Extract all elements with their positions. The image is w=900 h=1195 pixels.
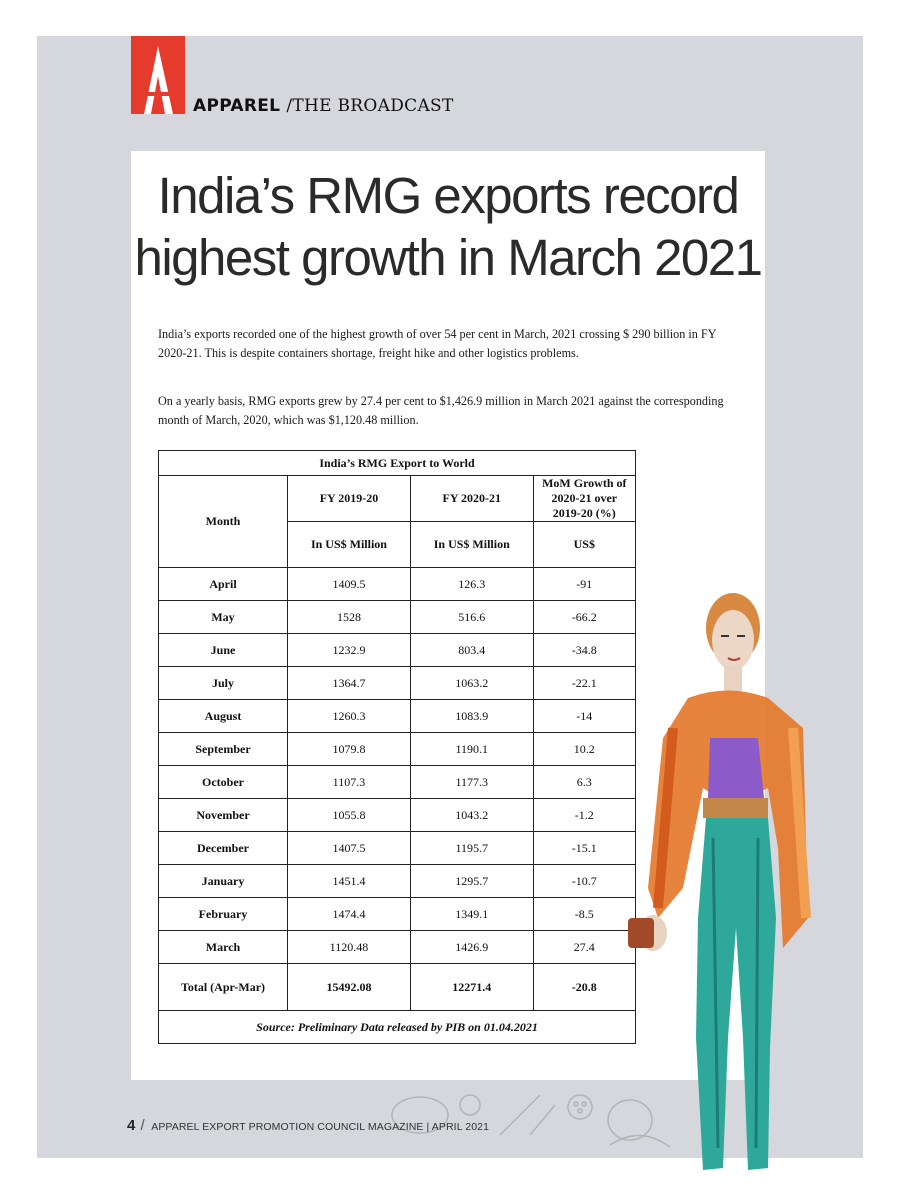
unit-fy2019: In US$ Million — [287, 521, 411, 568]
row-month: January — [157, 864, 289, 898]
row-month: April — [157, 567, 289, 601]
row-fy2020: 1177.3 — [409, 765, 534, 799]
row-fy2019: 1407.5 — [287, 831, 411, 865]
table-row: June 1232.9 803.4 -34.8 — [157, 633, 637, 667]
row-growth: -14 — [532, 699, 637, 733]
row-fy2019: 1364.7 — [287, 666, 411, 700]
row-fy2019: 1474.4 — [287, 897, 411, 931]
row-growth: -91 — [532, 567, 637, 601]
table-row: July 1364.7 1063.2 -22.1 — [157, 666, 637, 700]
row-fy2019: 1260.3 — [287, 699, 411, 733]
row-fy2019: 1409.5 — [287, 567, 411, 601]
brand-name: APPAREL — [193, 96, 281, 116]
table-source-row: Source: Preliminary Data released by PIB… — [158, 1010, 636, 1044]
row-growth: 10.2 — [532, 732, 637, 766]
total-fy2020: 12271.4 — [409, 963, 534, 1011]
row-fy2019: 1451.4 — [287, 864, 411, 898]
fashion-model-illustration — [628, 593, 811, 1170]
table-row: August 1260.3 1083.9 -14 — [157, 699, 637, 733]
row-month: June — [157, 633, 289, 667]
table-total-row: Total (Apr-Mar) 15492.08 12271.4 -20.8 — [157, 963, 637, 1011]
total-growth: -20.8 — [532, 963, 637, 1011]
row-growth: -15.1 — [532, 831, 637, 865]
row-fy2020: 516.6 — [409, 600, 534, 634]
rmg-export-table: India’s RMG Export to World Month FY 201… — [157, 450, 637, 1044]
table-row: April 1409.5 126.3 -91 — [157, 567, 637, 601]
row-month: March — [157, 930, 289, 964]
row-fy2019: 1528 — [287, 600, 411, 634]
table-row: October 1107.3 1177.3 6.3 — [157, 765, 637, 799]
sewing-doodles-illustration — [391, 1094, 671, 1148]
apparel-logo — [131, 36, 185, 114]
row-fy2019: 1120.48 — [287, 930, 411, 964]
row-month: February — [157, 897, 289, 931]
headline-line-2: highest growth in March 2021 — [134, 229, 763, 286]
col-header-growth: MoM Growth of 2020-21 over 2019-20 (%) — [532, 475, 637, 522]
total-fy2019: 15492.08 — [287, 963, 411, 1011]
table-row: September 1079.8 1190.1 10.2 — [157, 732, 637, 766]
footer-separator: / — [140, 1117, 145, 1134]
headline-line-1: India’s RMG exports record — [157, 167, 740, 224]
row-growth: -66.2 — [532, 600, 637, 634]
row-month: October — [157, 765, 289, 799]
unit-growth: US$ — [532, 521, 637, 568]
table-source: Source: Preliminary Data released by PIB… — [158, 1010, 636, 1044]
row-fy2020: 1295.7 — [409, 864, 534, 898]
row-fy2019: 1055.8 — [287, 798, 411, 832]
table-row: February 1474.4 1349.1 -8.5 — [157, 897, 637, 931]
article-card: India’s RMG exports record highest growt… — [131, 151, 765, 1080]
row-month: December — [157, 831, 289, 865]
table-row: March 1120.48 1426.9 27.4 — [157, 930, 637, 964]
row-fy2020: 1426.9 — [409, 930, 534, 964]
article-paragraph-2: On a yearly basis, RMG exports grew by 2… — [158, 394, 724, 427]
col-header-fy2019: FY 2019-20 — [287, 475, 411, 522]
section-header: APPAREL/THE BROADCAST — [193, 96, 454, 116]
row-fy2020: 1083.9 — [409, 699, 534, 733]
unit-fy2020: In US$ Million — [409, 521, 534, 568]
row-growth: -10.7 — [532, 864, 637, 898]
row-growth: 27.4 — [532, 930, 637, 964]
row-month: July — [157, 666, 289, 700]
row-fy2020: 1063.2 — [409, 666, 534, 700]
row-month: November — [157, 798, 289, 832]
article-headline: India’s RMG exports record highest growt… — [131, 165, 765, 289]
row-fy2019: 1079.8 — [287, 732, 411, 766]
row-month: May — [157, 600, 289, 634]
row-fy2020: 1195.7 — [409, 831, 534, 865]
table-body: April 1409.5 126.3 -91 May 1528 516.6 -66.2 Ju… — [157, 567, 637, 1044]
footer-text: APPAREL EXPORT PROMOTION COUNCIL MAGAZIN… — [151, 1121, 490, 1133]
table-row: January 1451.4 1295.7 -10.7 — [157, 864, 637, 898]
row-growth: 6.3 — [532, 765, 637, 799]
row-fy2020: 1349.1 — [409, 897, 534, 931]
section-name: /THE BROADCAST — [286, 96, 454, 116]
table-row: December 1407.5 1195.7 -15.1 — [157, 831, 637, 865]
row-month: August — [157, 699, 289, 733]
row-fy2020: 803.4 — [409, 633, 534, 667]
row-fy2020: 1043.2 — [409, 798, 534, 832]
row-fy2019: 1107.3 — [287, 765, 411, 799]
total-label: Total (Apr-Mar) — [157, 963, 289, 1011]
row-fy2020: 126.3 — [409, 567, 534, 601]
row-month: September — [157, 732, 289, 766]
page-number: 4 — [127, 1117, 136, 1134]
col-header-month: Month — [157, 475, 289, 568]
table-row: May 1528 516.6 -66.2 — [157, 600, 637, 634]
row-fy2019: 1232.9 — [287, 633, 411, 667]
col-header-fy2020: FY 2020-21 — [409, 475, 534, 522]
table-row: November 1055.8 1043.2 -1.2 — [157, 798, 637, 832]
article-paragraph-1: India’s exports recorded one of the high… — [158, 327, 717, 360]
page-footer: 4 / APPAREL EXPORT PROMOTION COUNCIL MAG… — [127, 1117, 489, 1134]
row-fy2020: 1190.1 — [409, 732, 534, 766]
table-title: India’s RMG Export to World — [158, 450, 636, 476]
